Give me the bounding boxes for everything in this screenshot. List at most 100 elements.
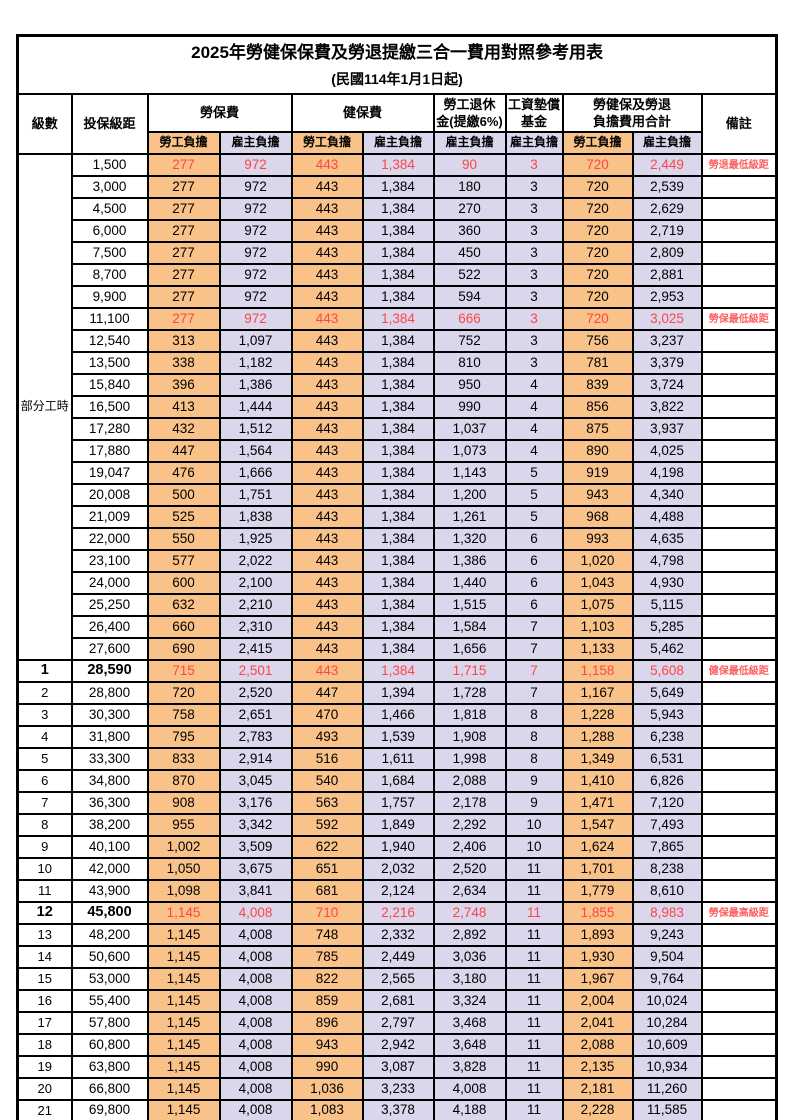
labor-employer-cell: 4,008: [218, 923, 293, 947]
total-employer-cell: 4,198: [631, 461, 703, 485]
col-header-pension: 勞工退休 金(提繳6%): [432, 93, 507, 133]
total-employer-cell: 10,934: [631, 1055, 703, 1079]
subheader-health-employer: 雇主負擔: [361, 131, 435, 155]
wage-fund-employer-cell: 3: [504, 285, 564, 309]
pension-employer-cell: 3,828: [432, 1055, 507, 1079]
health-employee-cell: 443: [290, 637, 364, 661]
total-employee-cell: 919: [561, 461, 634, 485]
total-employee-cell: 890: [561, 439, 634, 463]
total-employer-cell: 6,531: [631, 747, 703, 771]
note-cell: [700, 1011, 778, 1035]
health-employer-cell: 1,384: [361, 351, 435, 375]
page-subtitle: (民國114年1月1日起): [331, 71, 463, 87]
level-cell: 8: [16, 813, 73, 837]
bracket-cell: 48,200: [70, 923, 149, 947]
wage-fund-employer-cell: 3: [504, 307, 564, 331]
bracket-cell: 7,500: [70, 241, 149, 265]
bracket-cell: 34,800: [70, 769, 149, 793]
labor-employee-cell: 277: [146, 153, 221, 177]
wage-fund-employer-cell: 11: [504, 1011, 564, 1035]
total-employee-cell: 2,041: [561, 1011, 634, 1035]
total-employer-cell: 8,610: [631, 879, 703, 903]
total-employee-cell: 2,135: [561, 1055, 634, 1079]
level-cell: 1: [16, 659, 73, 683]
total-employee-cell: 720: [561, 153, 634, 177]
note-cell: [700, 395, 778, 419]
pension-employer-cell: 90: [432, 153, 507, 177]
wage-fund-employer-cell: 11: [504, 945, 564, 969]
total-employee-cell: 1,075: [561, 593, 634, 617]
labor-employee-cell: 1,145: [146, 1055, 221, 1079]
note-cell: [700, 1077, 778, 1101]
level-cell: 12: [16, 901, 73, 925]
table-row: 27,600 690 2,415 443 1,384 1,656 7 1,133 5,462: [18, 637, 778, 661]
wage-fund-employer-cell: 11: [504, 989, 564, 1013]
wage-fund-employer-cell: 4: [504, 417, 564, 441]
labor-employer-cell: 2,100: [218, 571, 293, 595]
note-cell: [700, 329, 778, 353]
total-employee-cell: 2,004: [561, 989, 634, 1013]
total-employee-cell: 943: [561, 483, 634, 507]
health-employer-cell: 1,384: [361, 395, 435, 419]
labor-employee-cell: 1,145: [146, 967, 221, 991]
table-row: 4,500 277 972 443 1,384 270 3 720 2,629: [18, 197, 778, 221]
table-row: 15 53,000 1,145 4,008 822 2,565 3,180 11 1,967 9,…: [16, 967, 778, 991]
wage-fund-employer-cell: 8: [504, 747, 564, 771]
total-employee-cell: 720: [561, 197, 634, 221]
pension-employer-cell: 1,818: [432, 703, 507, 727]
pension-employer-cell: 1,998: [432, 747, 507, 771]
total-employee-cell: 1,288: [561, 725, 634, 749]
total-employee-cell: 968: [561, 505, 634, 529]
total-employee-cell: 756: [561, 329, 634, 353]
pension-employer-cell: 2,406: [432, 835, 507, 859]
note-cell: [700, 439, 778, 463]
labor-employer-cell: 2,415: [218, 637, 293, 661]
labor-employee-cell: 277: [146, 285, 221, 309]
health-employer-cell: 1,384: [361, 483, 435, 507]
labor-employer-cell: 3,509: [218, 835, 293, 859]
health-employee-cell: 443: [290, 395, 364, 419]
total-employer-cell: 3,724: [631, 373, 703, 397]
total-employee-cell: 781: [561, 351, 634, 375]
labor-employer-cell: 4,008: [218, 901, 293, 925]
note-cell: [700, 791, 778, 815]
table-row: 6,000 277 972 443 1,384 360 3 720 2,719: [18, 219, 778, 243]
note-cell: [700, 923, 778, 947]
table-row: 19 63,800 1,145 4,008 990 3,087 3,828 11 2,135 10…: [16, 1055, 778, 1079]
pension-employer-cell: 1,261: [432, 505, 507, 529]
total-employer-cell: 7,120: [631, 791, 703, 815]
labor-employer-cell: 4,008: [218, 945, 293, 969]
labor-employer-cell: 3,045: [218, 769, 293, 793]
table-row: 11,100 277 972 443 1,384 666 3 720 3,025 勞保最低級距: [18, 307, 778, 331]
note-cell: [700, 505, 778, 529]
total-employer-cell: 11,260: [631, 1077, 703, 1101]
wage-fund-employer-cell: 5: [504, 505, 564, 529]
wage-fund-employer-cell: 4: [504, 439, 564, 463]
wage-fund-employer-cell: 11: [504, 923, 564, 947]
total-employer-cell: 7,865: [631, 835, 703, 859]
total-employer-cell: 10,024: [631, 989, 703, 1013]
health-employer-cell: 1,384: [361, 637, 435, 661]
labor-employer-cell: 4,008: [218, 1011, 293, 1035]
wage-fund-employer-cell: 6: [504, 527, 564, 551]
health-employer-cell: 2,124: [361, 879, 435, 903]
bracket-cell: 40,100: [70, 835, 149, 859]
labor-employee-cell: 690: [146, 637, 221, 661]
health-employer-cell: 3,378: [361, 1099, 435, 1120]
labor-employer-cell: 4,008: [218, 1099, 293, 1120]
table-row: 5 33,300 833 2,914 516 1,611 1,998 8 1,349 6,531: [16, 747, 778, 771]
note-cell: 勞保最高級距: [700, 901, 778, 925]
wage-fund-employer-cell: 7: [504, 681, 564, 705]
health-employer-cell: 2,332: [361, 923, 435, 947]
note-cell: [700, 945, 778, 969]
health-employee-cell: 443: [290, 549, 364, 573]
health-employer-cell: 2,032: [361, 857, 435, 881]
health-employee-cell: 443: [290, 417, 364, 441]
health-employee-cell: 493: [290, 725, 364, 749]
table-row: 21,009 525 1,838 443 1,384 1,261 5 968 4,488: [18, 505, 778, 529]
total-employer-cell: 6,826: [631, 769, 703, 793]
note-cell: [700, 527, 778, 551]
bracket-cell: 69,800: [70, 1099, 149, 1120]
health-employer-cell: 1,384: [361, 549, 435, 573]
health-employee-cell: 592: [290, 813, 364, 837]
